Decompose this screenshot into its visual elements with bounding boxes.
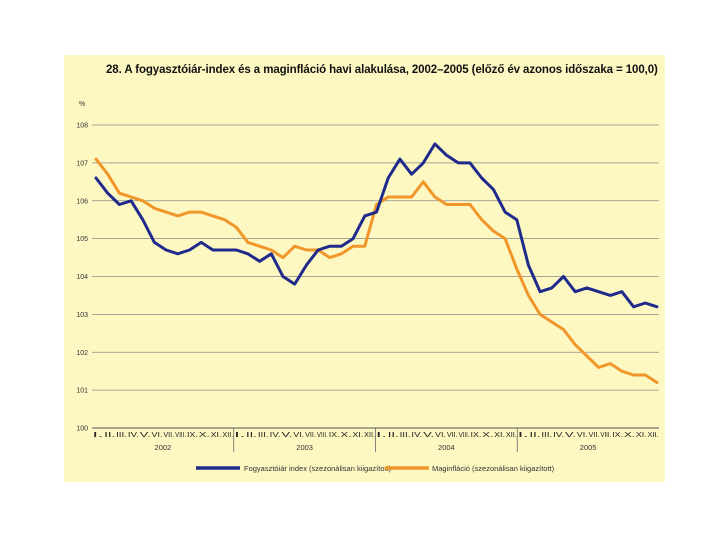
x-tick-label: II.	[530, 430, 541, 439]
x-tick-label: V.	[565, 430, 576, 439]
x-tick-label: XI.	[636, 430, 647, 439]
legend-label: Fogyasztóiár index (szezonálisan kiigazí…	[244, 464, 392, 473]
y-tick-label: 107	[76, 160, 88, 167]
x-tick-label: VII.	[163, 430, 174, 439]
x-tick-label: XII.	[648, 430, 659, 439]
x-tick-label: XII.	[506, 430, 517, 439]
x-tick-label: X.	[624, 430, 635, 439]
y-tick-label: 104	[76, 274, 88, 281]
year-label: 2003	[296, 443, 313, 452]
x-tick-label: V.	[423, 430, 434, 439]
x-tick-label: IX.	[329, 430, 340, 439]
x-tick-label: XII.	[364, 430, 375, 439]
x-tick-label: IX.	[470, 430, 481, 439]
x-tick-label: I.	[376, 430, 387, 439]
x-tick-label: V.	[281, 430, 292, 439]
y-tick-label: 103	[76, 312, 88, 319]
legend-label: Maginfláció (szezonálisan kiigazított)	[432, 464, 555, 473]
series-line-core	[94, 157, 659, 384]
x-tick-label: XII.	[222, 430, 233, 439]
x-tick-label: VII.	[589, 430, 600, 439]
y-tick-label: 102	[76, 350, 88, 357]
x-tick-label: VIII.	[600, 430, 611, 439]
x-tick-label: VIII.	[317, 430, 328, 439]
year-label: 2005	[580, 443, 597, 452]
x-tick-label: III.	[400, 430, 411, 439]
x-tick-label: III.	[541, 430, 552, 439]
y-tick-label: 101	[76, 388, 88, 395]
x-tick-label: VIII.	[175, 430, 186, 439]
x-tick-label: X.	[482, 430, 493, 439]
x-tick-label: I.	[234, 430, 245, 439]
chart-title: 28. A fogyasztóiár-index és a maginfláci…	[106, 64, 658, 76]
x-tick-label: IV.	[270, 430, 281, 439]
x-tick-label: VI.	[293, 430, 304, 439]
series-line-cpi	[94, 142, 659, 309]
x-tick-label: VI.	[435, 430, 446, 439]
x-tick-label: XI.	[211, 430, 222, 439]
chart-panel	[64, 55, 665, 482]
x-tick-label: III.	[258, 430, 269, 439]
x-tick-label: VII.	[447, 430, 458, 439]
x-tick-label: III.	[116, 430, 127, 439]
x-tick-label: VII.	[305, 430, 316, 439]
grid	[92, 124, 659, 429]
x-tick-label: VIII.	[459, 430, 470, 439]
year-label: 2004	[438, 443, 455, 452]
x-tick-label: X.	[341, 430, 352, 439]
x-tick-label: I.	[518, 430, 529, 439]
x-tick-label: IV.	[411, 430, 422, 439]
x-tick-label: X.	[199, 430, 210, 439]
x-tick-label: IV.	[128, 430, 139, 439]
y-tick-label: 106	[76, 198, 88, 205]
y-tick-label: 100	[76, 426, 88, 433]
legend: Fogyasztóiár index (szezonálisan kiigazí…	[196, 464, 555, 473]
x-tick-label: IV.	[553, 430, 564, 439]
y-axis: 100 101 102 103 104 105 106 107 108	[76, 123, 88, 433]
x-tick-label: XI.	[494, 430, 505, 439]
x-tick-label: II.	[246, 430, 257, 439]
y-tick-label: 105	[76, 236, 88, 243]
x-axis: I. II. III. IV. V. VI. VII. VIII. IX. X. XI. XII. I.…	[92, 428, 659, 452]
x-tick-label: V.	[140, 430, 151, 439]
x-tick-label: VI.	[152, 430, 163, 439]
x-tick-label: XI.	[352, 430, 363, 439]
x-tick-label: IX.	[187, 430, 198, 439]
series	[94, 142, 659, 384]
y-axis-unit: %	[79, 101, 85, 108]
year-label: 2002	[155, 443, 172, 452]
x-tick-label: I.	[92, 430, 103, 439]
y-tick-label: 108	[76, 123, 88, 130]
x-tick-label: IX.	[612, 430, 623, 439]
x-tick-label: VI.	[577, 430, 588, 439]
x-tick-label: II.	[388, 430, 399, 439]
x-tick-label: II.	[104, 430, 115, 439]
